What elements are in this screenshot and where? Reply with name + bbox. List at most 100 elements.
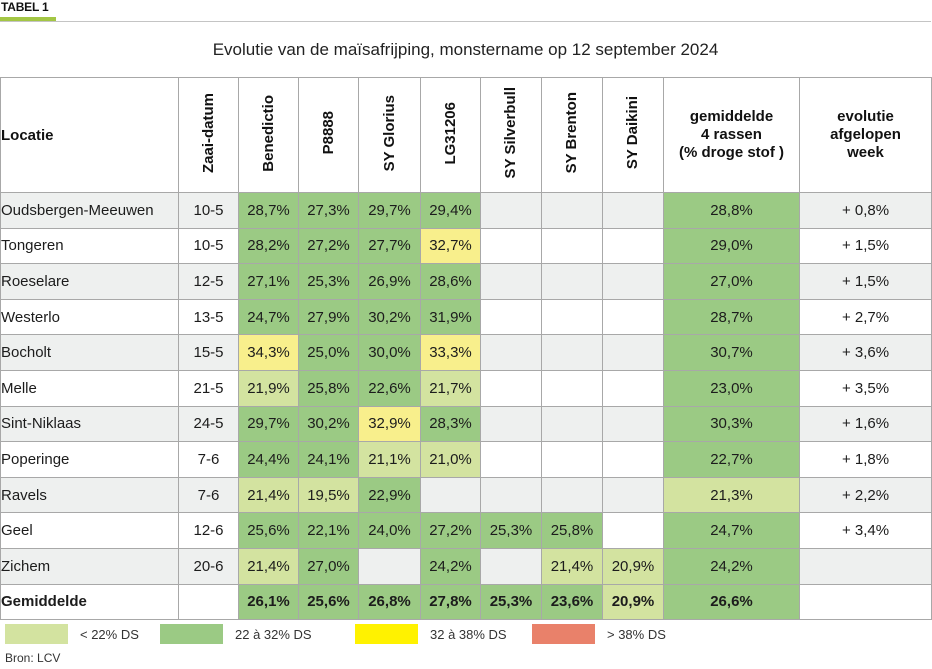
table-row: Bocholt 15-5 34,3% 25,0% 30,0% 33,3% 30,…: [0, 334, 932, 371]
cell-sy-brenton: [541, 298, 603, 336]
cell-sy-brenton: [541, 263, 603, 300]
table-title: Evolutie van de maïsafrijping, monsterna…: [212, 40, 719, 59]
cell-benedictio: 21,9%: [238, 369, 299, 407]
cell-zaaidatum: 12-6: [178, 512, 239, 549]
header-zaaidatum-label: Zaai-datum: [199, 92, 217, 173]
cell-benedictio: 28,2%: [238, 227, 299, 265]
cell-sy-brenton: [541, 369, 603, 407]
cell-benedictio: 25,6%: [238, 512, 299, 549]
legend-swatch-low: [5, 624, 68, 644]
header-sy-daikini: SY Daikini: [602, 77, 664, 193]
cell-evolutie: [799, 547, 932, 585]
cell-p8888: 25,6%: [298, 583, 359, 621]
legend-label-low: < 22% DS: [80, 627, 139, 642]
top-rule: [0, 21, 931, 22]
cell-sy-daikini: [602, 298, 664, 336]
cell-p8888: 25,3%: [298, 263, 359, 300]
cell-p8888: 27,0%: [298, 547, 359, 585]
cell-sy-brenton: 23,6%: [541, 583, 603, 621]
cell-sy-glorius: [358, 547, 421, 585]
cell-total-label: Gemiddelde: [0, 583, 179, 621]
cell-sy-silverbull: 25,3%: [480, 583, 542, 621]
cell-locatie: Poperinge: [0, 441, 179, 478]
header-sy-silverbull: SY Silverbull: [480, 77, 542, 193]
legend-label-mid: 22 à 32% DS: [235, 627, 312, 642]
cell-evolutie: + 2,7%: [799, 298, 932, 336]
table-row: Melle 21-5 21,9% 25,8% 22,6% 21,7% 23,0%…: [0, 369, 932, 407]
table-row: Tongeren 10-5 28,2% 27,2% 27,7% 32,7% 29…: [0, 227, 932, 265]
header-gemiddelde: gemiddelde 4 rassen (% droge stof ): [663, 77, 800, 193]
source-note: Bron: LCV: [5, 651, 61, 665]
cell-sy-daikini: [602, 192, 664, 229]
cell-sy-daikini: [602, 476, 664, 514]
header-p8888-label: P8888: [319, 111, 337, 155]
cell-p8888: 27,9%: [298, 298, 359, 336]
cell-lg31206: 31,9%: [420, 298, 481, 336]
cell-sy-glorius: 22,6%: [358, 369, 421, 407]
header-row: Locatie Zaai-datum Benedictio P8888 SY G…: [0, 77, 932, 193]
header-lg31206: LG31206: [420, 77, 481, 193]
cell-sy-daikini: [602, 334, 664, 371]
legend-swatch-high: [355, 624, 418, 644]
cell-lg31206: 21,7%: [420, 369, 481, 407]
cell-evolutie: + 3,6%: [799, 334, 932, 371]
header-gemiddelde-line-1: gemiddelde: [689, 108, 774, 125]
cell-benedictio: 28,7%: [238, 192, 299, 229]
cell-sy-silverbull: [480, 298, 542, 336]
cell-benedictio: 27,1%: [238, 263, 299, 300]
cell-sy-daikini: [602, 227, 664, 265]
table-row: Westerlo 13-5 24,7% 27,9% 30,2% 31,9% 28…: [0, 298, 932, 336]
cell-evolutie: + 1,5%: [799, 227, 932, 265]
cell-sy-brenton: [541, 192, 603, 229]
header-benedictio: Benedictio: [238, 77, 299, 193]
cell-sy-glorius: 26,8%: [358, 583, 421, 621]
header-locatie: Locatie: [0, 77, 179, 193]
cell-gemiddelde: 30,3%: [663, 405, 800, 443]
cell-zaaidatum: 13-5: [178, 298, 239, 336]
cell-sy-glorius: 26,9%: [358, 263, 421, 300]
cell-sy-glorius: 32,9%: [358, 405, 421, 443]
cell-sy-glorius: 24,0%: [358, 512, 421, 549]
legend-swatch-very-high: [532, 624, 595, 644]
cell-gemiddelde: 30,7%: [663, 334, 800, 371]
cell-locatie: Oudsbergen-Meeuwen: [0, 192, 179, 229]
ripening-table: Locatie Zaai-datum Benedictio P8888 SY G…: [0, 77, 932, 621]
cell-zaaidatum: 24-5: [178, 405, 239, 443]
header-gemiddelde-line-3: (% droge stof ): [679, 144, 784, 161]
cell-locatie: Roeselare: [0, 263, 179, 300]
cell-sy-silverbull: [480, 334, 542, 371]
cell-benedictio: 29,7%: [238, 405, 299, 443]
cell-zaaidatum: 20-6: [178, 547, 239, 585]
cell-sy-brenton: [541, 476, 603, 514]
cell-locatie: Melle: [0, 369, 179, 407]
cell-locatie: Tongeren: [0, 227, 179, 265]
cell-sy-daikini: 20,9%: [602, 583, 664, 621]
cell-zaaidatum: 7-6: [178, 476, 239, 514]
cell-sy-daikini: [602, 263, 664, 300]
cell-lg31206: 21,0%: [420, 441, 481, 478]
cell-p8888: 24,1%: [298, 441, 359, 478]
cell-locatie: Zichem: [0, 547, 179, 585]
cell-p8888: 22,1%: [298, 512, 359, 549]
cell-locatie: Sint-Niklaas: [0, 405, 179, 443]
cell-sy-glorius: 27,7%: [358, 227, 421, 265]
cell-lg31206: 24,2%: [420, 547, 481, 585]
label-accent-bar: [0, 17, 56, 21]
cell-p8888: 30,2%: [298, 405, 359, 443]
cell-benedictio: 34,3%: [238, 334, 299, 371]
cell-sy-silverbull: [480, 476, 542, 514]
cell-gemiddelde: 28,7%: [663, 298, 800, 336]
cell-benedictio: 26,1%: [238, 583, 299, 621]
cell-sy-silverbull: [480, 547, 542, 585]
header-evolutie-line-2: afgelopen: [830, 126, 901, 143]
cell-sy-glorius: 30,0%: [358, 334, 421, 371]
cell-sy-silverbull: [480, 263, 542, 300]
cell-lg31206: 29,4%: [420, 192, 481, 229]
cell-lg31206: 28,3%: [420, 405, 481, 443]
legend-label-very-high: > 38% DS: [607, 627, 666, 642]
cell-p8888: 27,2%: [298, 227, 359, 265]
cell-locatie: Ravels: [0, 476, 179, 514]
cell-gemiddelde: 24,7%: [663, 512, 800, 549]
cell-locatie: Bocholt: [0, 334, 179, 371]
cell-p8888: 19,5%: [298, 476, 359, 514]
